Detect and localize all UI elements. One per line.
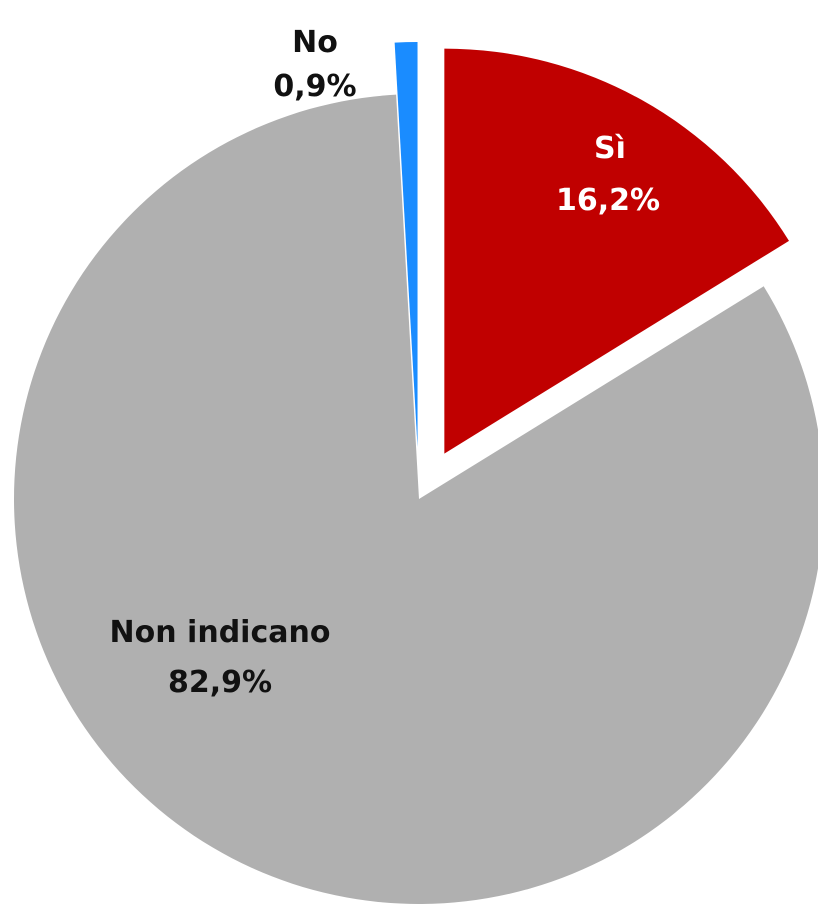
slice-label-si-name: Sì [594, 131, 626, 166]
slice-label-no-value: 0,9% [273, 69, 356, 104]
slice-label-no-name: No [292, 25, 338, 60]
pie-slice-s [444, 48, 789, 454]
slice-label-non-indicano-name: Non indicano [110, 615, 331, 650]
slice-label-non-indicano-value: 82,9% [168, 665, 272, 700]
slice-label-si-value: 16,2% [556, 183, 660, 218]
pie-slice-non-indicano [14, 94, 818, 904]
pie-slices [14, 42, 818, 904]
pie-labels: Sì 16,2% Non indicano 82,9% No 0,9% [110, 25, 661, 700]
pie-slice-no [394, 42, 418, 448]
